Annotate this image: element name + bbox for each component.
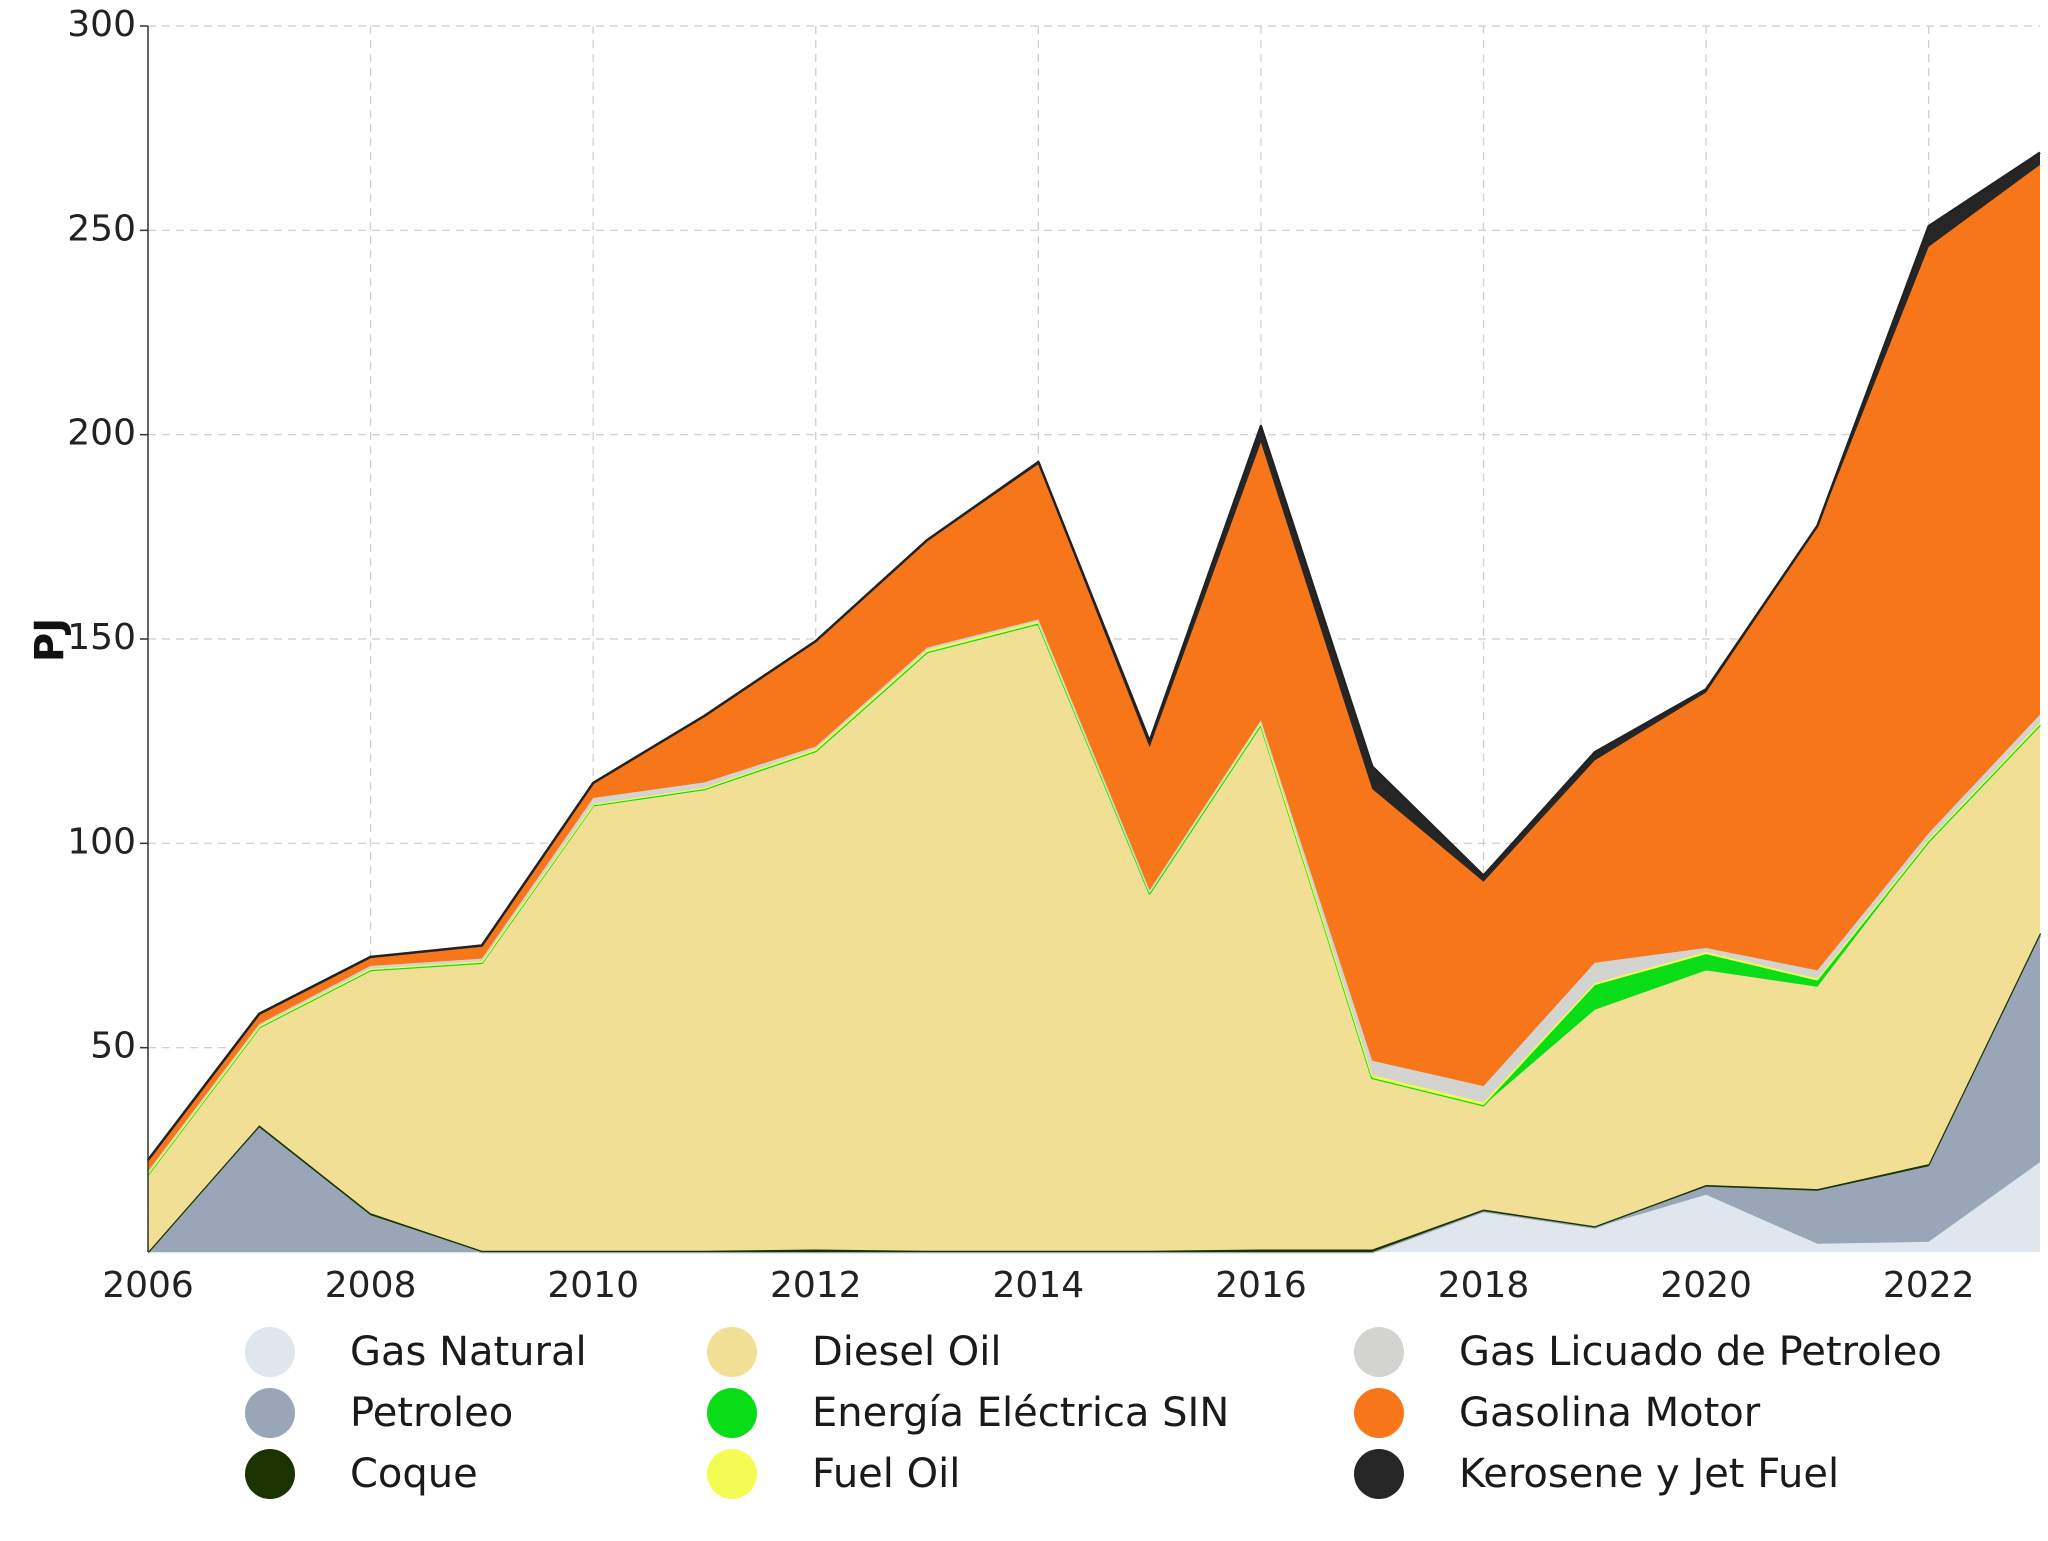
chart-legend: Gas Natural Petroleo Coque Diesel Oil Energí… <box>0 1327 2048 1530</box>
area-gas-natural <box>148 1162 2040 1252</box>
legend-label: Petroleo <box>350 1390 514 1436</box>
legend-swatch <box>245 1449 295 1499</box>
legend-item: Diesel Oil <box>707 1321 1002 1383</box>
y-tick-label: 50 <box>90 1026 136 1067</box>
x-tick-label: 2010 <box>547 1265 639 1306</box>
legend-swatch <box>1354 1449 1404 1499</box>
legend-swatch <box>1354 1327 1404 1377</box>
legend-label: Coque <box>350 1451 478 1497</box>
x-tick-label: 2018 <box>1438 1265 1530 1306</box>
legend-swatch <box>245 1388 295 1438</box>
legend-label: Energía Eléctrica SIN <box>812 1390 1230 1436</box>
legend-item: Fuel Oil <box>707 1443 960 1505</box>
tick-labels: 2006 2008 2010 2012 2014 2016 2018 2020 2022 50 10… <box>67 4 1974 1306</box>
x-tick-label: 2012 <box>770 1265 862 1306</box>
y-tick-label: 200 <box>67 413 136 454</box>
legend-label: Gas Licuado de Petroleo <box>1459 1329 1942 1375</box>
y-tick-label: 300 <box>67 4 136 45</box>
legend-item: Gas Licuado de Petroleo <box>1354 1321 1942 1383</box>
y-tick-label: 150 <box>67 617 136 658</box>
legend-label: Kerosene y Jet Fuel <box>1459 1451 1840 1497</box>
y-tick-label: 250 <box>67 208 136 249</box>
total-outline <box>147 151 2041 1161</box>
x-tick-label: 2016 <box>1215 1265 1307 1306</box>
legend-label: Gas Natural <box>350 1329 587 1375</box>
x-tick-label: 2006 <box>102 1265 194 1306</box>
x-tick-label: 2008 <box>325 1265 417 1306</box>
legend-swatch <box>707 1449 757 1499</box>
stacked-areas <box>147 151 2042 1254</box>
legend-swatch <box>1354 1388 1404 1438</box>
x-tick-label: 2022 <box>1883 1265 1975 1306</box>
legend-item: Petroleo <box>245 1382 513 1444</box>
legend-item: Energía Eléctrica SIN <box>707 1382 1229 1444</box>
area-diesel-oil <box>148 623 2040 1252</box>
x-tick-label: 2020 <box>1660 1265 1752 1306</box>
legend-label: Fuel Oil <box>812 1451 961 1497</box>
legend-swatch <box>245 1327 295 1377</box>
legend-item: Kerosene y Jet Fuel <box>1354 1443 1839 1505</box>
legend-item: Gasolina Motor <box>1354 1382 1760 1444</box>
legend-label: Gasolina Motor <box>1459 1390 1761 1436</box>
legend-item: Gas Natural <box>245 1321 587 1383</box>
y-tick-label: 100 <box>67 821 136 862</box>
area-petroleo <box>148 935 2040 1252</box>
area-gasolina-motor <box>148 164 2040 1172</box>
legend-swatch <box>707 1388 757 1438</box>
area-chart: 2006 2008 2010 2012 2014 2016 2018 2020 2022 50 10… <box>27 4 2042 1306</box>
legend-label: Diesel Oil <box>812 1329 1002 1375</box>
x-tick-label: 2014 <box>993 1265 1085 1306</box>
y-axis-title: PJ <box>27 618 73 662</box>
legend-swatch <box>707 1327 757 1377</box>
legend-item: Coque <box>245 1443 478 1505</box>
